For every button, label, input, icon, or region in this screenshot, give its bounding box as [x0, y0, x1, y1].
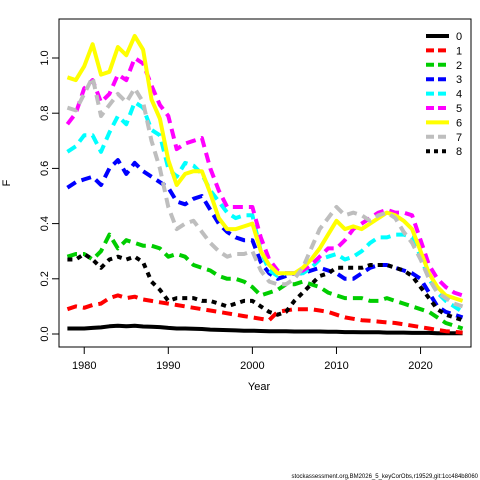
legend-label-5: 5: [456, 103, 462, 115]
series-2: [66, 232, 464, 331]
y-tick-label: 0.2: [39, 271, 51, 286]
series-6: [66, 33, 464, 303]
series-0: [67, 323, 463, 336]
x-tick-label: 2010: [324, 360, 348, 372]
y-tick-label: 0.8: [39, 106, 51, 121]
series-layer: [65, 33, 464, 336]
legend-label-7: 7: [456, 132, 462, 144]
series-1: [66, 293, 463, 335]
series-5: [65, 56, 464, 298]
y-tick-label: 0.0: [39, 326, 51, 341]
x-tick-label: 2000: [240, 360, 264, 372]
y-tick-label: 1.0: [39, 50, 51, 65]
x-tick-label: 2020: [408, 360, 432, 372]
series-3: [66, 158, 464, 320]
legend-label-4: 4: [456, 89, 462, 101]
y-axis-ticks: 0.0 0.2 0.4 0.6 0.8 1.0: [39, 50, 59, 342]
series-line-1: [66, 293, 463, 335]
series-line-2: [66, 232, 464, 331]
y-tick-label: 0.6: [39, 161, 51, 176]
legend-label-6: 6: [456, 117, 462, 129]
series-line-0: [67, 323, 463, 336]
series-7: [66, 75, 464, 309]
x-axis-title: Year: [248, 381, 271, 393]
legend-label-1: 1: [456, 45, 462, 57]
x-tick-label: 1980: [72, 360, 96, 372]
legend-label-8: 8: [456, 146, 462, 158]
x-axis-ticks: 1980 1990 2000 2010 2020: [72, 347, 433, 372]
legend-label-3: 3: [456, 74, 462, 86]
legend-label-0: 0: [456, 31, 462, 43]
y-tick-label: 0.4: [39, 216, 51, 231]
series-line-7: [66, 75, 464, 309]
legend-label-2: 2: [456, 60, 462, 72]
legend: 0 1 2 3 4 5 6 7 8: [426, 31, 462, 158]
x-tick-label: 1990: [156, 360, 180, 372]
series-line-6: [66, 33, 464, 303]
series-line-3: [66, 158, 464, 320]
series-line-5: [65, 56, 464, 298]
footer-text: stockassessment.org,BM2026_5_keyCorObs,r…: [292, 474, 479, 480]
y-axis-title: F: [1, 179, 13, 186]
